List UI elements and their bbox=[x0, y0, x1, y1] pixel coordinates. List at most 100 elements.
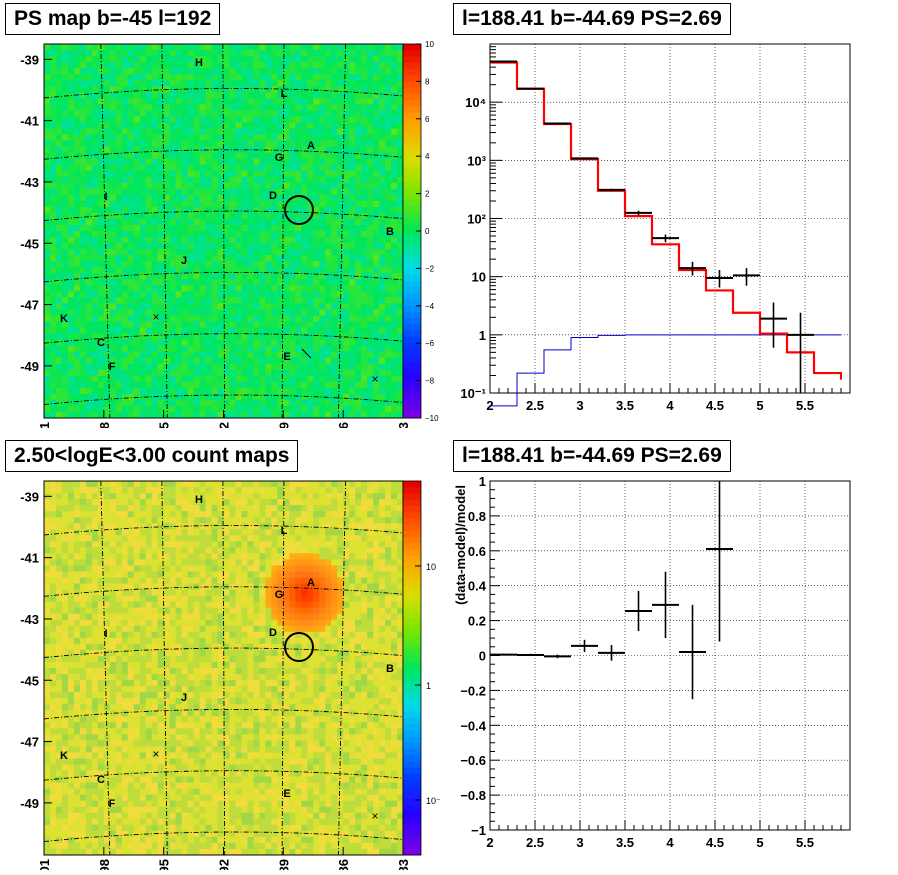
map-pixel bbox=[115, 62, 123, 69]
map-pixel bbox=[127, 405, 135, 413]
map-pixel bbox=[175, 140, 183, 147]
map-pixel bbox=[133, 577, 141, 584]
map-pixel bbox=[193, 261, 200, 268]
map-pixel bbox=[235, 218, 242, 226]
map-pixel bbox=[313, 517, 320, 524]
map-pixel bbox=[229, 405, 236, 413]
map-pixel bbox=[121, 303, 129, 310]
map-pixel bbox=[331, 405, 338, 413]
map-pixel bbox=[175, 405, 183, 413]
map-pixel bbox=[151, 134, 159, 141]
map-pixel bbox=[229, 505, 236, 512]
map-pixel bbox=[121, 231, 129, 238]
map-pixel bbox=[199, 182, 206, 190]
map-pixel bbox=[307, 134, 314, 141]
map-pixel bbox=[265, 170, 272, 178]
map-pixel bbox=[259, 50, 266, 57]
map-pixel bbox=[49, 309, 57, 316]
map-pixel bbox=[55, 200, 63, 208]
map-pixel bbox=[289, 188, 296, 196]
map-pixel bbox=[313, 499, 320, 506]
map-pixel bbox=[265, 547, 272, 554]
map-pixel bbox=[151, 565, 159, 572]
map-pixel bbox=[103, 68, 111, 75]
map-pixel bbox=[73, 285, 81, 292]
map-pixel bbox=[331, 357, 338, 365]
map-pixel bbox=[79, 393, 87, 401]
map-pixel bbox=[271, 188, 278, 196]
map-pixel bbox=[391, 279, 398, 286]
map-pixel bbox=[61, 327, 69, 334]
map-pixel bbox=[44, 511, 51, 518]
map-pixel bbox=[217, 369, 224, 377]
map-pixel bbox=[163, 493, 171, 500]
map-pixel bbox=[61, 231, 69, 238]
map-pixel bbox=[193, 381, 200, 389]
map-pixel bbox=[181, 333, 188, 340]
map-pixel bbox=[157, 68, 165, 75]
map-pixel bbox=[397, 405, 404, 413]
map-pixel bbox=[319, 487, 326, 494]
map-pixel bbox=[385, 315, 392, 322]
map-pixel bbox=[289, 505, 296, 512]
map-pixel bbox=[175, 128, 183, 135]
map-pixel bbox=[127, 218, 135, 226]
map-pixel bbox=[85, 309, 93, 316]
map-pixel bbox=[67, 511, 75, 518]
map-pixel bbox=[157, 62, 165, 69]
map-pixel bbox=[193, 363, 200, 371]
map-pixel bbox=[361, 487, 368, 494]
map-pixel bbox=[121, 188, 129, 196]
colorbar bbox=[403, 44, 421, 419]
map-pixel bbox=[73, 182, 81, 190]
map-pixel bbox=[217, 243, 224, 250]
map-pixel bbox=[235, 363, 242, 371]
map-pixel bbox=[217, 237, 224, 244]
map-pixel bbox=[199, 291, 206, 298]
map-pixel bbox=[373, 411, 380, 419]
map-pixel bbox=[103, 170, 111, 178]
colorbar-segment bbox=[403, 112, 421, 120]
map-pixel bbox=[349, 140, 356, 147]
map-pixel bbox=[73, 212, 81, 220]
map-pixel bbox=[325, 68, 332, 75]
map-pixel bbox=[157, 146, 165, 153]
map-pixel bbox=[247, 104, 254, 111]
map-pixel bbox=[61, 92, 69, 99]
map-pixel bbox=[169, 559, 177, 566]
map-pixel bbox=[337, 381, 344, 389]
map-pixel bbox=[109, 481, 117, 488]
map-pixel bbox=[55, 56, 63, 63]
map-pixel bbox=[175, 309, 183, 316]
map-pixel bbox=[103, 279, 111, 286]
map-pixel bbox=[85, 98, 93, 105]
map-pixel bbox=[145, 505, 153, 512]
map-pixel bbox=[373, 303, 380, 310]
map-pixel bbox=[241, 170, 248, 178]
map-pixel bbox=[193, 375, 200, 383]
map-pixel bbox=[97, 375, 105, 383]
map-pixel bbox=[349, 565, 356, 572]
map-pixel bbox=[55, 231, 63, 238]
map-pixel bbox=[211, 80, 218, 87]
map-pixel bbox=[103, 261, 111, 268]
map-pixel bbox=[217, 375, 224, 383]
map-pixel bbox=[331, 387, 338, 395]
map-pixel bbox=[61, 559, 69, 566]
map-pixel bbox=[67, 255, 75, 262]
colorbar-tick-label: 10 bbox=[425, 40, 434, 49]
map-pixel bbox=[85, 315, 93, 322]
map-pixel bbox=[44, 134, 51, 141]
map-pixel bbox=[187, 237, 194, 244]
map-pixel bbox=[139, 333, 147, 340]
map-pixel bbox=[91, 164, 99, 172]
map-pixel bbox=[181, 134, 188, 141]
map-pixel bbox=[193, 224, 200, 232]
map-pixel bbox=[79, 315, 87, 322]
map-pixel bbox=[235, 50, 242, 57]
map-pixel bbox=[289, 110, 296, 117]
map-pixel bbox=[181, 541, 188, 548]
map-pixel bbox=[223, 309, 230, 316]
map-pixel bbox=[151, 104, 159, 111]
map-pixel bbox=[44, 565, 51, 572]
